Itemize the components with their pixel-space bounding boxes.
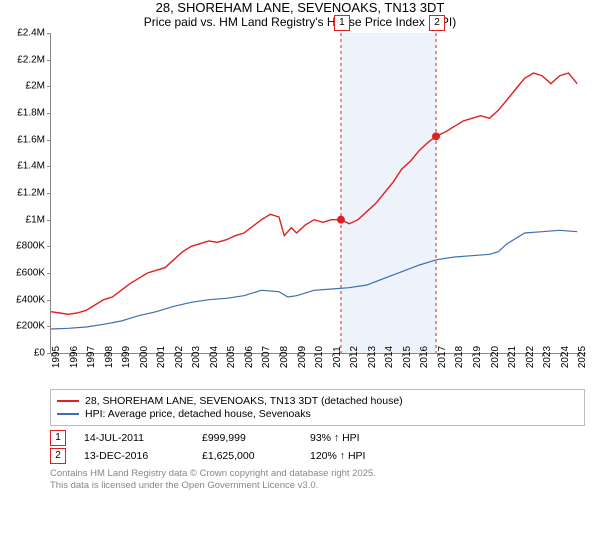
legend-label-red: 28, SHOREHAM LANE, SEVENOAKS, TN13 3DT (… — [85, 395, 403, 407]
y-tick-label: £200K — [16, 321, 45, 332]
x-tick-label: 2018 — [454, 346, 465, 368]
sale-row: 1 14-JUL-2011 £999,999 93% ↑ HPI — [50, 430, 585, 446]
chart: 1995 1996 1997 1998 1999 2000 2001 2002 2003 2004… — [50, 33, 585, 383]
x-tick-label: 2009 — [297, 346, 308, 368]
event-marker-icon: 2 — [429, 15, 445, 31]
y-tick-label: £400K — [16, 294, 45, 305]
x-tick-label: 2000 — [139, 346, 150, 368]
sale-price: £999,999 — [202, 432, 292, 444]
y-tick-label: £1.6M — [17, 134, 45, 145]
sale-marker-icon: 2 — [50, 448, 66, 464]
x-tick-label: 1999 — [121, 346, 132, 368]
sale-date: 13-DEC-2016 — [84, 450, 184, 462]
x-tick-label: 2014 — [384, 346, 395, 368]
footer-line: Contains HM Land Registry data © Crown c… — [50, 468, 585, 480]
y-tick-label: £1.4M — [17, 161, 45, 172]
y-tick-label: £2.2M — [17, 54, 45, 65]
legend-box: 28, SHOREHAM LANE, SEVENOAKS, TN13 3DT (… — [50, 389, 585, 426]
x-tick-label: 2013 — [367, 346, 378, 368]
page-title: 28, SHOREHAM LANE, SEVENOAKS, TN13 3DT — [0, 0, 600, 15]
x-tick-label: 2012 — [349, 346, 360, 368]
sale-pct: 93% ↑ HPI — [310, 432, 360, 444]
legend-label-blue: HPI: Average price, detached house, Seve… — [85, 408, 311, 420]
footer-text: Contains HM Land Registry data © Crown c… — [50, 468, 585, 493]
x-tick-label: 1998 — [104, 346, 115, 368]
sale-row: 2 13-DEC-2016 £1,625,000 120% ↑ HPI — [50, 448, 585, 464]
sales-table: 1 14-JUL-2011 £999,999 93% ↑ HPI 2 13-DE… — [50, 430, 585, 464]
legend-swatch-blue — [57, 413, 79, 415]
y-tick-label: £1.8M — [17, 108, 45, 119]
x-tick-label: 1995 — [51, 346, 62, 368]
x-tick-label: 2003 — [191, 346, 202, 368]
x-tick-label: 2001 — [156, 346, 167, 368]
plot-area: 1995199619971998199920002001200220032004… — [50, 33, 586, 354]
x-tick-label: 2008 — [279, 346, 290, 368]
y-tick-label: £1.2M — [17, 188, 45, 199]
page-subtitle: Price paid vs. HM Land Registry's House … — [0, 15, 600, 29]
sale-price: £1,625,000 — [202, 450, 292, 462]
x-tick-label: 2002 — [174, 346, 185, 368]
y-tick-label: £800K — [16, 241, 45, 252]
y-tick-label: £0 — [34, 348, 45, 359]
x-tick-label: 2005 — [226, 346, 237, 368]
x-tick-label: 2020 — [490, 346, 501, 368]
sale-date: 14-JUL-2011 — [84, 432, 184, 444]
x-tick-label: 2024 — [560, 346, 571, 368]
x-tick-label: 2010 — [314, 346, 325, 368]
x-tick-label: 2006 — [244, 346, 255, 368]
chart-svg — [51, 33, 586, 353]
x-tick-label: 2007 — [261, 346, 272, 368]
x-tick-label: 1997 — [86, 346, 97, 368]
x-tick-label: 2004 — [209, 346, 220, 368]
y-tick-label: £2.4M — [17, 28, 45, 39]
x-tick-label: 1996 — [69, 346, 80, 368]
event-marker-icon: 1 — [334, 15, 350, 31]
x-tick-label: 2021 — [507, 346, 518, 368]
x-tick-label: 2025 — [577, 346, 588, 368]
x-tick-label: 2016 — [419, 346, 430, 368]
y-tick-label: £1M — [26, 214, 45, 225]
sale-pct: 120% ↑ HPI — [310, 450, 365, 462]
footer-line: This data is licensed under the Open Gov… — [50, 480, 585, 492]
x-tick-label: 2015 — [402, 346, 413, 368]
legend-row-blue: HPI: Average price, detached house, Seve… — [57, 408, 578, 420]
y-tick-label: £2M — [26, 81, 45, 92]
sale-marker-icon: 1 — [50, 430, 66, 446]
x-tick-label: 2017 — [437, 346, 448, 368]
x-tick-label: 2011 — [332, 346, 343, 368]
legend-row-red: 28, SHOREHAM LANE, SEVENOAKS, TN13 3DT (… — [57, 395, 578, 407]
x-tick-label: 2019 — [472, 346, 483, 368]
y-tick-label: £600K — [16, 268, 45, 279]
x-tick-label: 2023 — [542, 346, 553, 368]
x-tick-label: 2022 — [525, 346, 536, 368]
legend-swatch-red — [57, 400, 79, 402]
